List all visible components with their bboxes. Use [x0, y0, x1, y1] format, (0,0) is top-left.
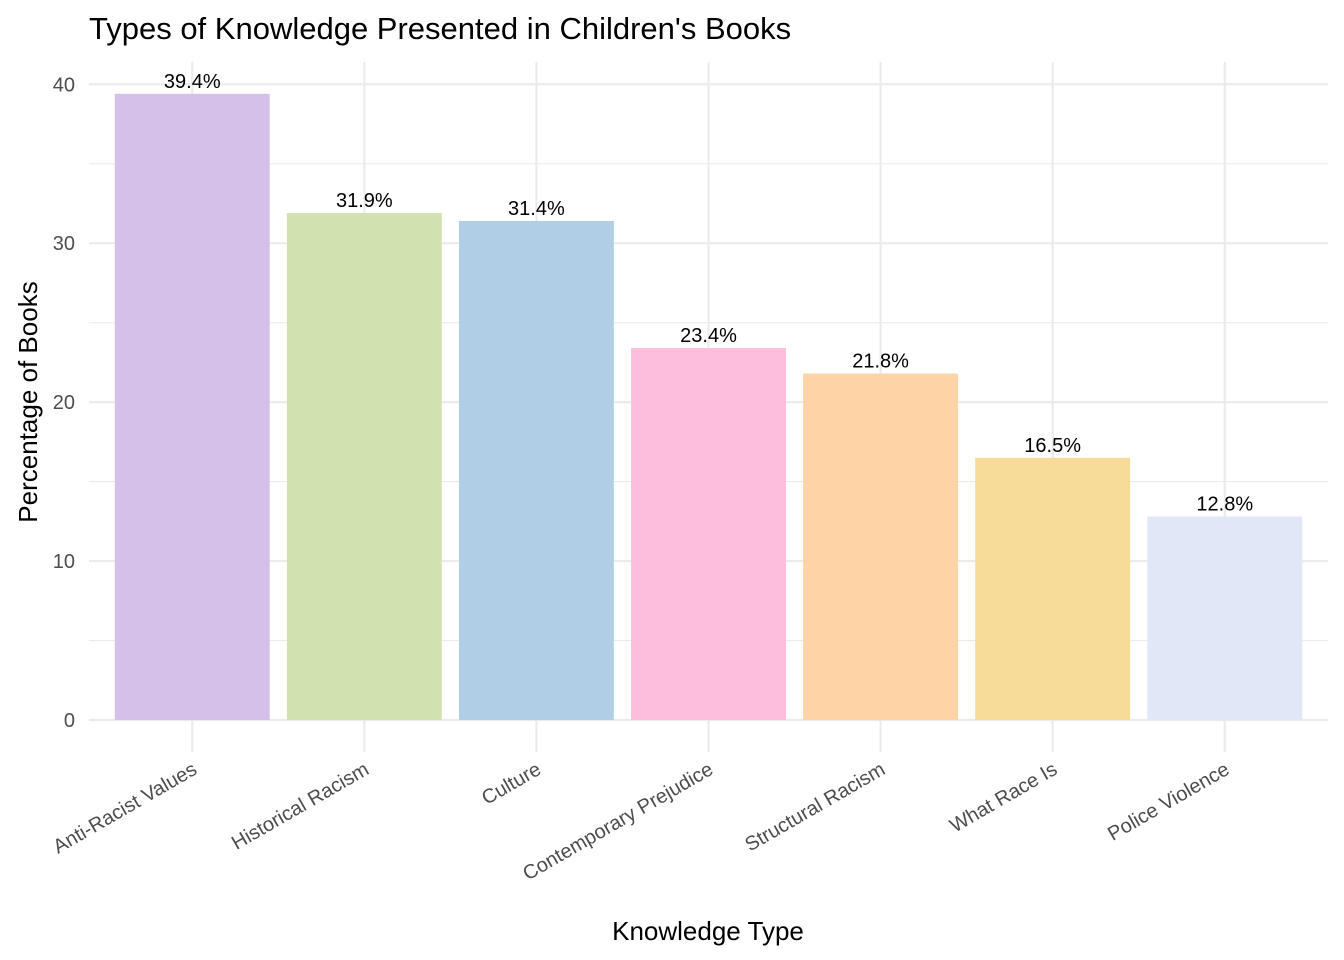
- bar: [286, 212, 442, 720]
- data-labels: 39.4% 31.9% 31.4% 23.4% 21.8% 16.5% 12.8%: [164, 71, 1253, 516]
- y-tick-label: 0: [64, 710, 75, 732]
- y-axis-title: Percentage of Books: [13, 281, 43, 522]
- data-label: 39.4%: [164, 71, 221, 93]
- chart-title: Types of Knowledge Presented in Children…: [89, 11, 791, 46]
- y-tick-label: 30: [53, 233, 75, 255]
- x-axis-ticks: Anti-Racist Values Historical Racism Cultu…: [50, 758, 1234, 885]
- data-label: 16.5%: [1024, 435, 1081, 457]
- data-label: 12.8%: [1196, 494, 1253, 516]
- bar: [114, 93, 270, 721]
- y-tick-label: 40: [53, 74, 75, 96]
- y-tick-label: 20: [53, 392, 75, 414]
- bar: [975, 457, 1131, 720]
- data-label: 31.4%: [508, 198, 565, 220]
- x-tick-label: What Race Is: [946, 758, 1061, 837]
- x-axis-title: Knowledge Type: [612, 916, 804, 946]
- x-tick-label: Historical Racism: [228, 758, 373, 854]
- bar: [458, 220, 614, 720]
- y-axis-ticks: 0 10 20 30 40: [53, 74, 75, 732]
- data-label: 23.4%: [680, 325, 737, 347]
- y-tick-label: 10: [53, 551, 75, 573]
- bar: [803, 373, 959, 720]
- bars: [114, 93, 1303, 721]
- x-tick-label: Contemporary Prejudice: [519, 758, 717, 885]
- bar: [631, 348, 786, 720]
- x-tick-label: Culture: [478, 758, 545, 809]
- x-tick-label: Structural Racism: [741, 758, 889, 856]
- data-label: 31.9%: [336, 190, 393, 212]
- data-label: 21.8%: [852, 351, 909, 373]
- bar: [1147, 516, 1303, 720]
- x-tick-label: Anti-Racist Values: [50, 758, 201, 858]
- x-tick-label: Police Violence: [1104, 758, 1233, 845]
